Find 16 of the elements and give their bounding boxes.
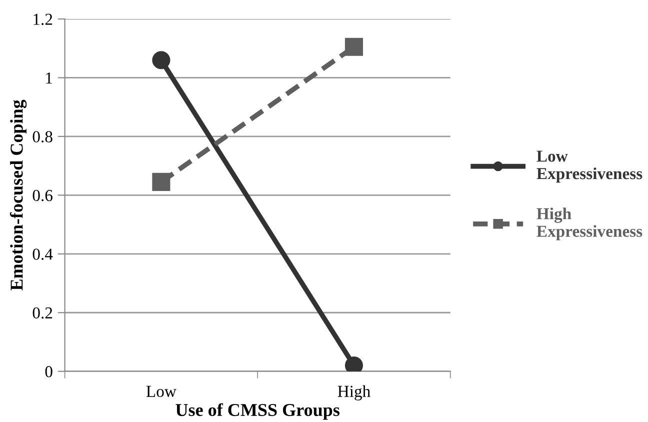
y-tick-label: 0 — [45, 366, 52, 378]
y-tick-label: 1 — [46, 72, 52, 84]
x-axis-title: Use of CMSS Groups — [176, 403, 340, 420]
x-tick-label: High — [338, 385, 370, 400]
y-tick-label: 0.6 — [32, 190, 52, 202]
y-tick-label: 0.4 — [32, 248, 53, 260]
y-tick-label: 0.2 — [32, 307, 52, 319]
y-axis-title: Emotion-focused Coping — [10, 100, 27, 290]
point — [344, 38, 363, 56]
point — [152, 172, 170, 191]
point — [152, 51, 170, 70]
legend-label: Low Expressiveness — [536, 150, 642, 183]
y-tick-label: 1.2 — [34, 14, 52, 26]
x-tick-label: Low — [146, 386, 176, 397]
legend-label: High Expressiveness — [536, 208, 642, 240]
y-tick-label: 0.8 — [32, 131, 52, 142]
